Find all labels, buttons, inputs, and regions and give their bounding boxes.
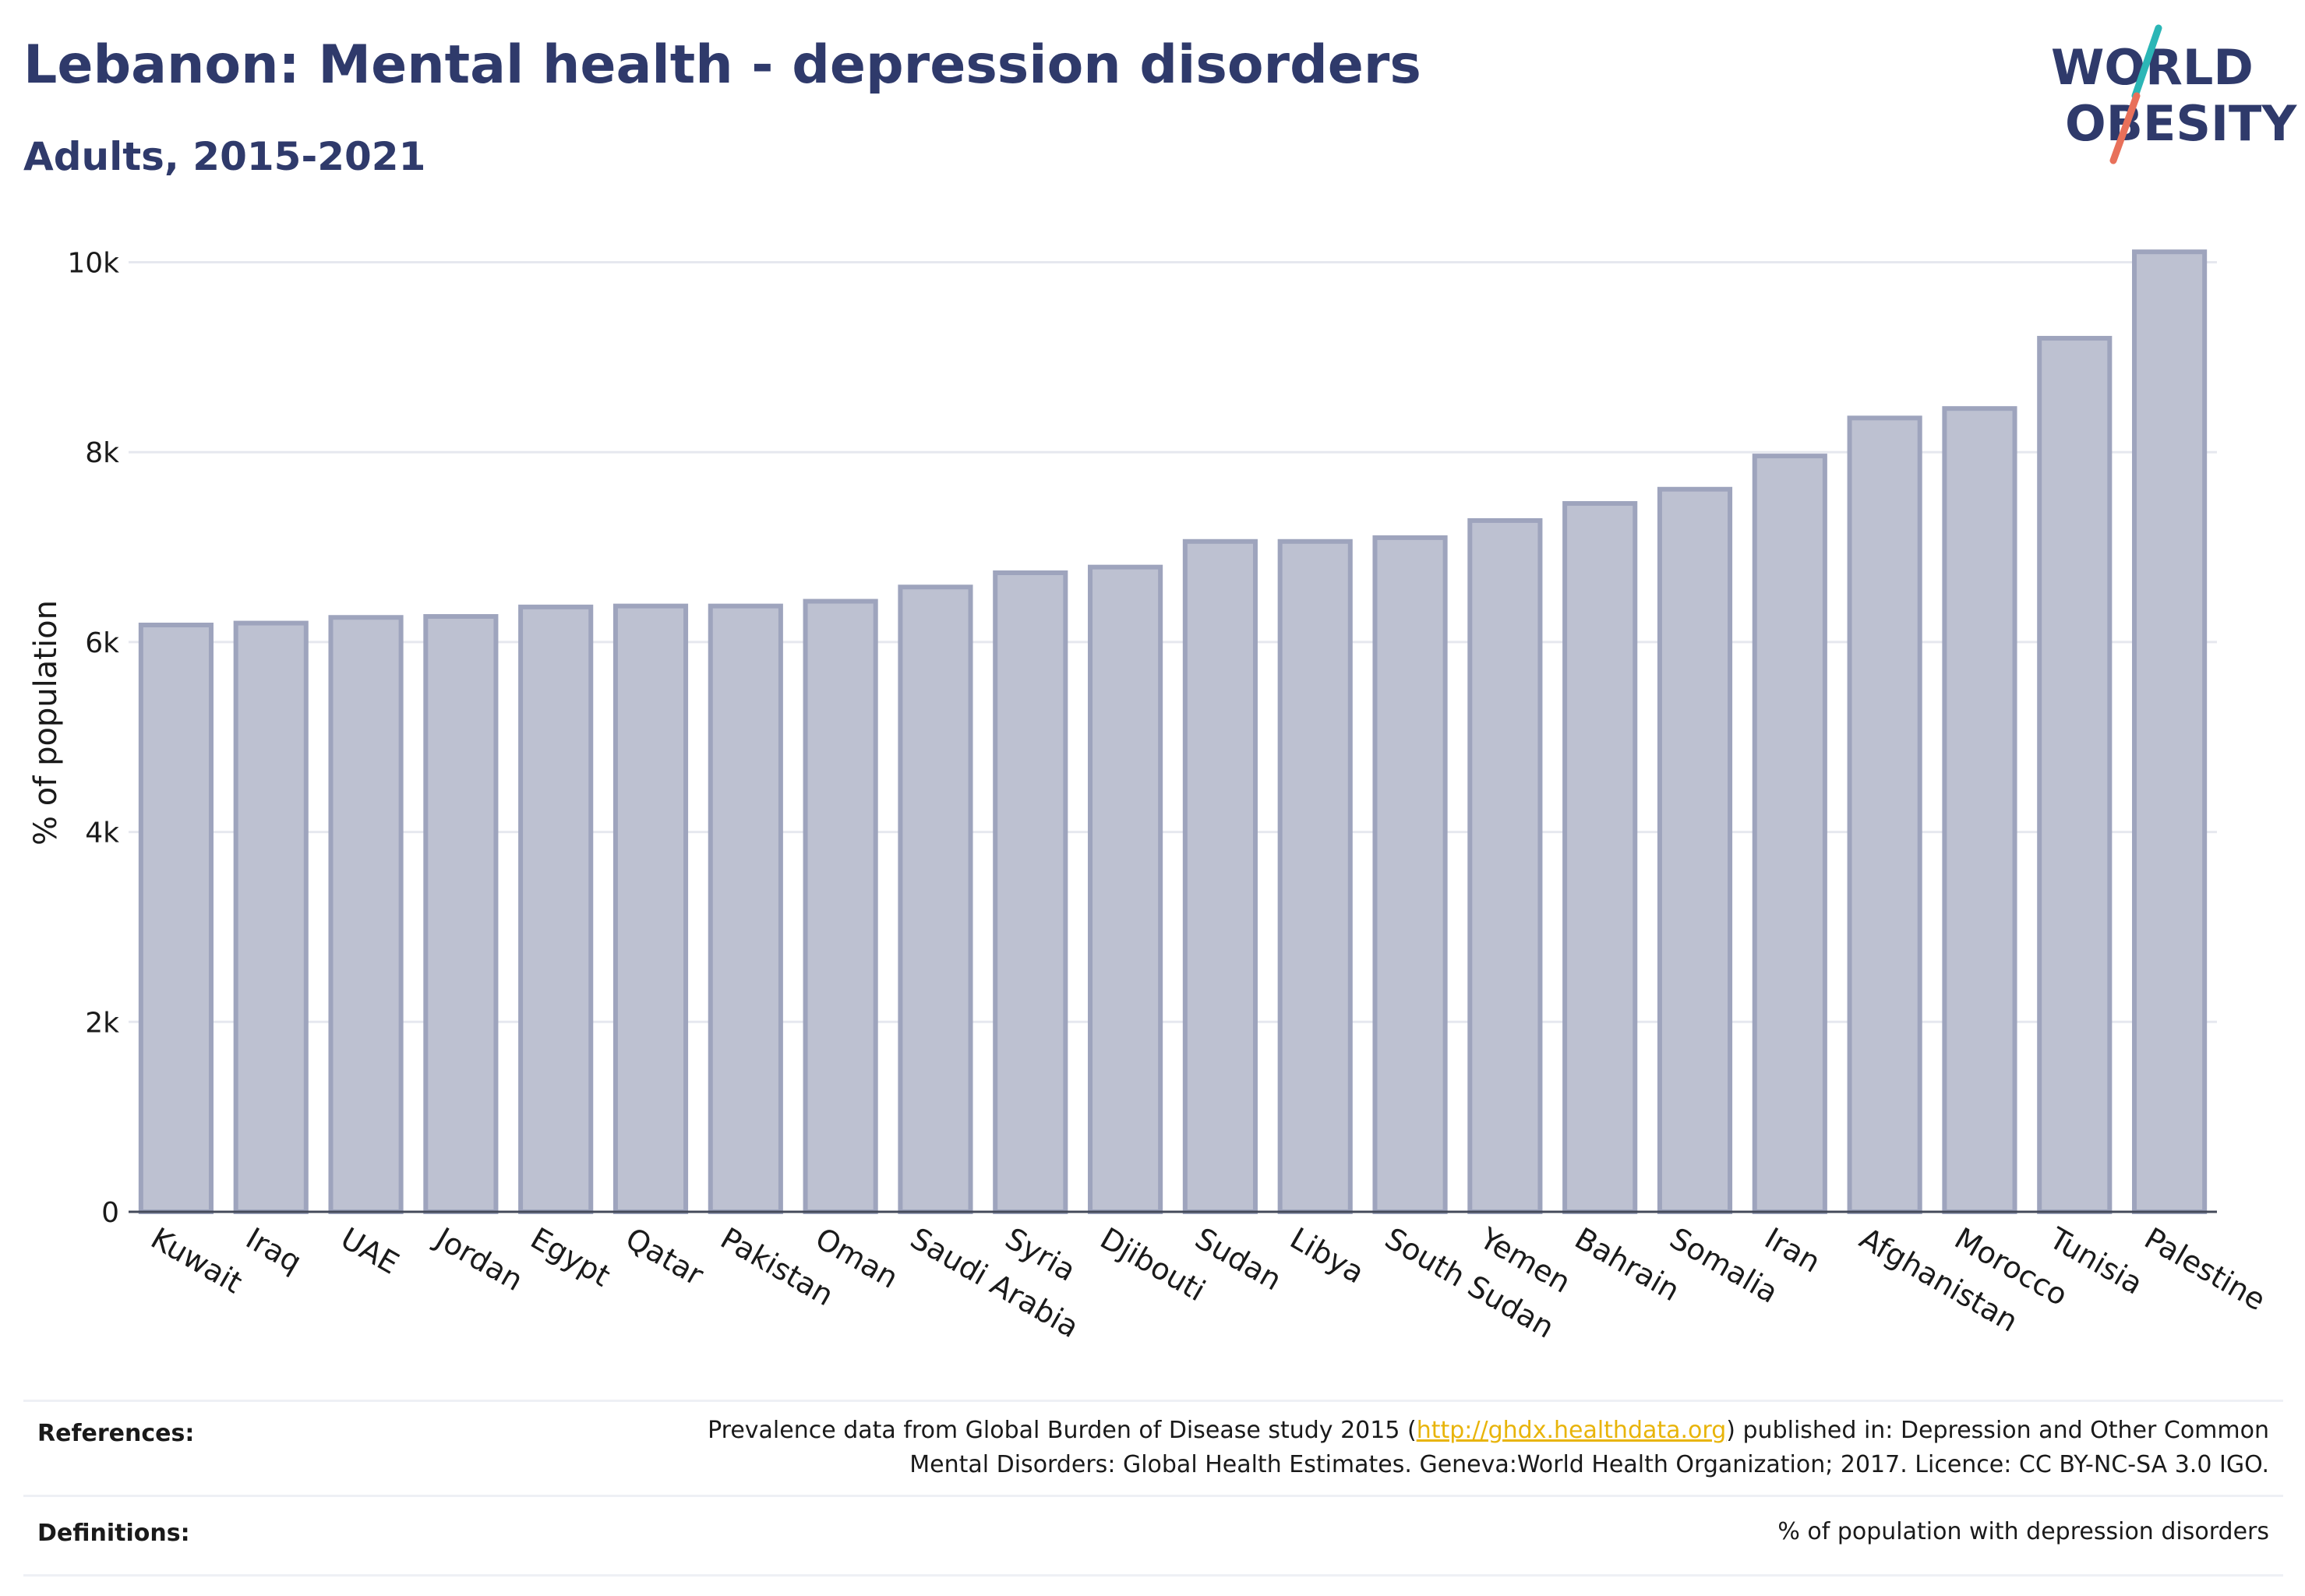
bar-qatar[interactable] xyxy=(612,603,689,1214)
x-tick-label: UAE xyxy=(335,1221,404,1281)
world-obesity-logo: WORLD OBESITY xyxy=(2051,24,2297,164)
bar-palestine[interactable] xyxy=(2132,249,2208,1214)
y-tick-label: 0 xyxy=(101,1197,119,1229)
y-tick-label: 10k xyxy=(67,248,119,280)
x-tick-label: Bahrain xyxy=(1569,1221,1686,1308)
x-tick-label: Afghanistan xyxy=(1854,1221,2024,1339)
bar-djibouti[interactable] xyxy=(1088,564,1163,1214)
references-section: References: Prevalence data from Global … xyxy=(23,1400,2283,1493)
y-tick-label: 8k xyxy=(85,437,119,469)
bar-egypt[interactable] xyxy=(518,604,594,1214)
definitions-label: Definitions: xyxy=(37,1520,190,1547)
bar-pakistan[interactable] xyxy=(708,603,783,1214)
bar-oman[interactable] xyxy=(803,598,878,1214)
bar-bahrain[interactable] xyxy=(1562,501,1638,1214)
references-link[interactable]: http://ghdx.healthdata.org xyxy=(1416,1417,1727,1444)
divider-top xyxy=(23,1400,2283,1402)
x-tick-label: Palestine xyxy=(2139,1221,2271,1318)
references-line-2: Mental Disorders: Global Health Estimate… xyxy=(909,1451,2269,1478)
logo-slash-coral xyxy=(2109,92,2141,164)
y-tick-label: 2k xyxy=(85,1007,119,1039)
bar-uae[interactable] xyxy=(328,615,404,1214)
bar-afghanistan[interactable] xyxy=(1847,415,1922,1214)
y-tick-label: 6k xyxy=(85,627,119,659)
bar-jordan[interactable] xyxy=(423,614,499,1214)
logo-slash-teal xyxy=(2131,24,2162,100)
references-text-start: Prevalence data from Global Burden of Di… xyxy=(708,1417,1417,1444)
references-text-end: ) published in: Depression and Other Com… xyxy=(1726,1417,2269,1444)
x-tick-label: Djibouti xyxy=(1095,1221,1212,1308)
x-tick-label: Libya xyxy=(1284,1221,1370,1291)
y-axis-title: % of population xyxy=(28,600,64,846)
bar-yemen[interactable] xyxy=(1467,517,1543,1214)
bar-kuwait[interactable] xyxy=(138,623,214,1214)
x-tick-label: Kuwait xyxy=(145,1221,248,1301)
bar-south-sudan[interactable] xyxy=(1372,535,1448,1214)
bar-syria[interactable] xyxy=(993,570,1068,1214)
y-axis-ticks: 0 2k 4k 6k 8k 10k xyxy=(67,248,119,1229)
definitions-section: Definitions: % of population with depres… xyxy=(23,1495,2283,1580)
bar-morocco[interactable] xyxy=(1942,406,2017,1214)
references-line-1: Prevalence data from Global Burden of Di… xyxy=(708,1414,2269,1448)
bar-tunisia[interactable] xyxy=(2037,336,2113,1214)
bar-iran[interactable] xyxy=(1752,454,1827,1214)
definitions-text: % of population with depression disorder… xyxy=(1777,1518,2269,1545)
x-tick-label: Iran xyxy=(1759,1221,1826,1280)
x-tick-label: Iraq xyxy=(240,1221,307,1280)
x-tick-label: Egypt xyxy=(525,1221,616,1294)
bar-sudan[interactable] xyxy=(1182,538,1258,1214)
y-tick-label: 4k xyxy=(85,817,119,849)
bars xyxy=(138,249,2208,1214)
references-text: Prevalence data from Global Burden of Di… xyxy=(708,1414,2269,1482)
bar-iraq[interactable] xyxy=(233,620,309,1214)
logo-text-obesity: OBESITY xyxy=(2065,95,2297,152)
bar-saudi-arabia[interactable] xyxy=(898,584,973,1214)
x-tick-label: Jordan xyxy=(429,1220,528,1298)
divider-middle xyxy=(23,1495,2283,1497)
bar-libya[interactable] xyxy=(1277,538,1353,1214)
chart-subtitle: Adults, 2015-2021 xyxy=(23,134,426,179)
bar-somalia[interactable] xyxy=(1657,486,1733,1214)
x-tick-label: Qatar xyxy=(620,1221,710,1293)
x-tick-label: Somalia xyxy=(1664,1221,1784,1310)
chart-title: Lebanon: Mental health - depression diso… xyxy=(23,34,1421,96)
divider-bottom xyxy=(23,1574,2283,1577)
references-label: References: xyxy=(37,1420,195,1447)
